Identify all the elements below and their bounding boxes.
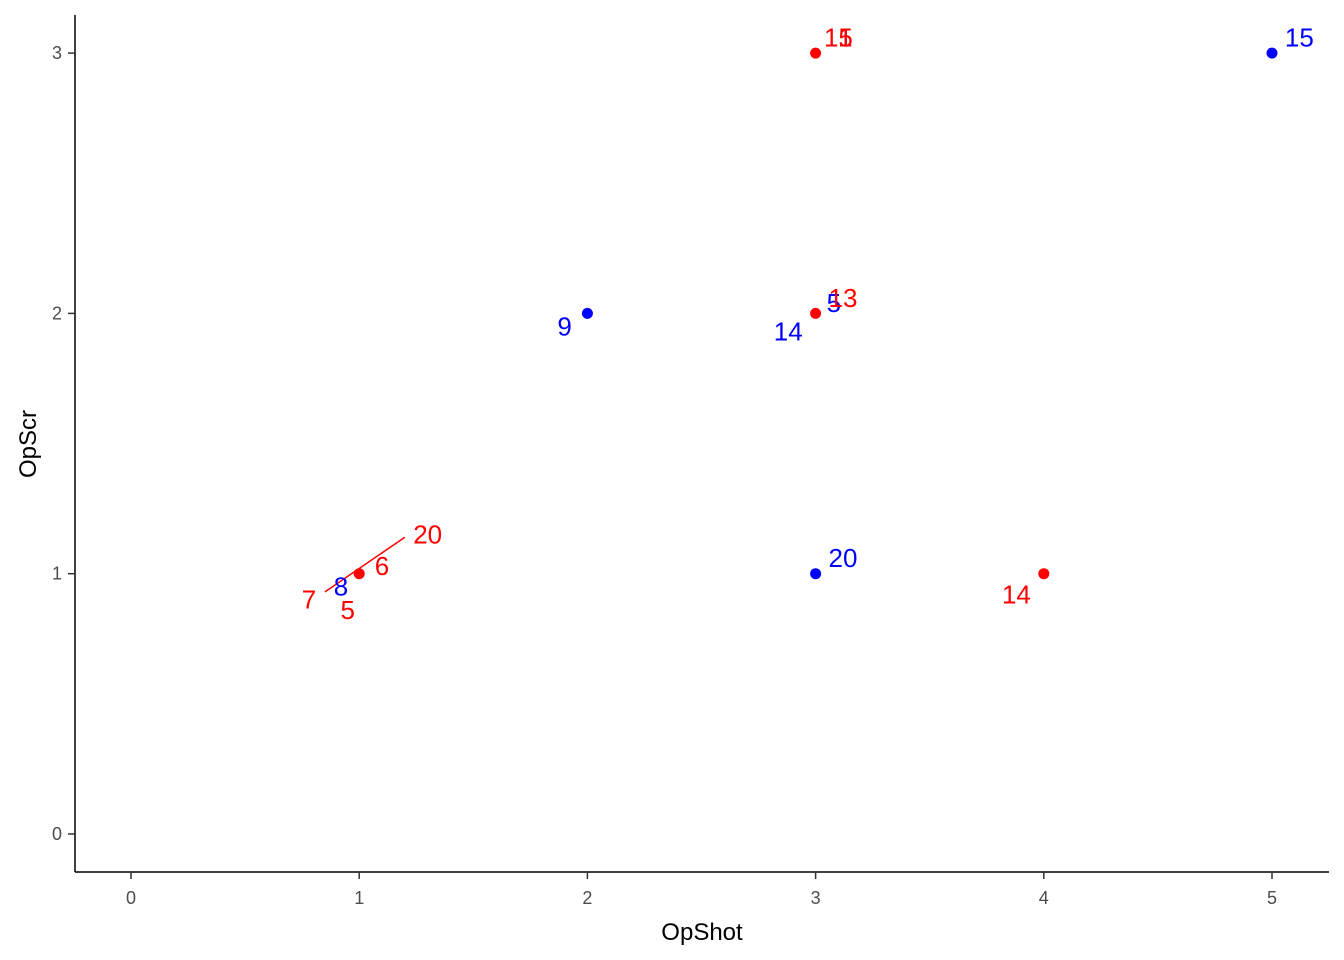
y-axis-ticks: 0 1 2 3 [52, 43, 75, 844]
y-tick-label: 2 [52, 303, 62, 323]
point-label: 8 [334, 572, 348, 602]
x-tick-label: 5 [1267, 888, 1277, 908]
point-label: 6 [375, 551, 389, 581]
data-point [353, 568, 365, 580]
data-points [353, 47, 1278, 580]
point-label: 20 [413, 520, 442, 550]
data-point [810, 47, 822, 59]
point-label: 1 [838, 22, 852, 52]
y-tick-label: 0 [52, 824, 62, 844]
x-tick-label: 2 [582, 888, 592, 908]
y-tick-label: 3 [52, 43, 62, 63]
data-point [810, 568, 822, 580]
data-point [1266, 47, 1278, 59]
data-point [810, 307, 822, 319]
data-point [581, 307, 593, 319]
point-label: 1 [838, 22, 852, 52]
x-tick-label: 0 [126, 888, 136, 908]
point-label: 15 [824, 22, 853, 52]
point-label: 15 [1285, 22, 1314, 52]
point-label: 7 [302, 585, 316, 615]
x-tick-label: 4 [1039, 888, 1049, 908]
x-axis-ticks: 0 1 2 3 4 5 [126, 872, 1277, 908]
label-leader-lines [324, 536, 406, 593]
point-label: 5 [827, 288, 841, 318]
y-tick-label: 1 [52, 564, 62, 584]
point-label: 9 [557, 311, 571, 341]
point-label: 14 [774, 317, 803, 347]
x-tick-label: 1 [354, 888, 364, 908]
x-tick-label: 3 [811, 888, 821, 908]
point-label: 14 [1002, 580, 1031, 610]
point-label: 20 [829, 543, 858, 573]
y-axis-title: OpScr [15, 410, 42, 478]
data-point [1038, 568, 1050, 580]
point-label: 13 [829, 283, 858, 313]
x-axis-title: OpShot [661, 919, 743, 946]
label-leader-line [324, 536, 406, 593]
point-label: 5 [341, 595, 355, 625]
